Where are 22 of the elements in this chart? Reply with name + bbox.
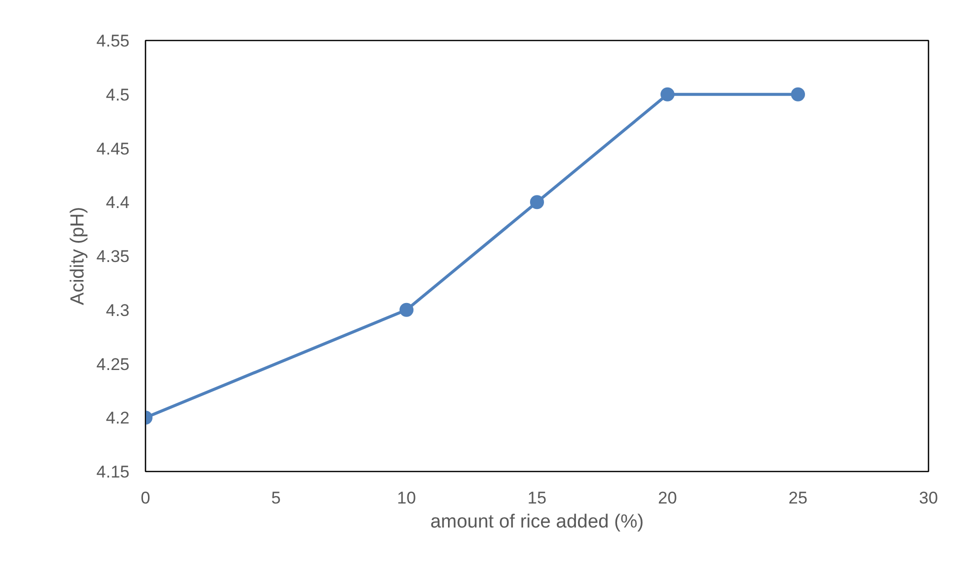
x-tick-label: 15 [528, 488, 546, 508]
x-tick-label: 0 [140, 488, 150, 508]
y-tick-label: 4.3 [106, 300, 130, 320]
point [400, 302, 414, 317]
point [660, 87, 674, 102]
x-tick-label: 20 [658, 488, 677, 508]
y-tick-label: 4.55 [96, 32, 130, 50]
y-tick-label: 4.4 [106, 193, 130, 212]
y-tick-label: 4.15 [96, 462, 130, 482]
x-tick-label: 30 [919, 488, 938, 508]
y-tick-label: 4.45 [96, 139, 130, 158]
y-axis-title: Acidity (pH) [67, 206, 88, 306]
point [791, 87, 805, 102]
x-tick-label: 10 [397, 488, 416, 508]
y-tick-label: 4.2 [106, 408, 130, 428]
y-tick-label: 4.5 [106, 85, 130, 104]
x-tick-label: 5 [271, 488, 281, 508]
x-tick-label: 25 [788, 488, 808, 508]
x-axis-title: amount of rice added (%) [430, 512, 644, 532]
y-tick-label: 4.25 [96, 354, 130, 374]
y-tick-label: 4.35 [96, 247, 130, 266]
point [530, 195, 544, 210]
